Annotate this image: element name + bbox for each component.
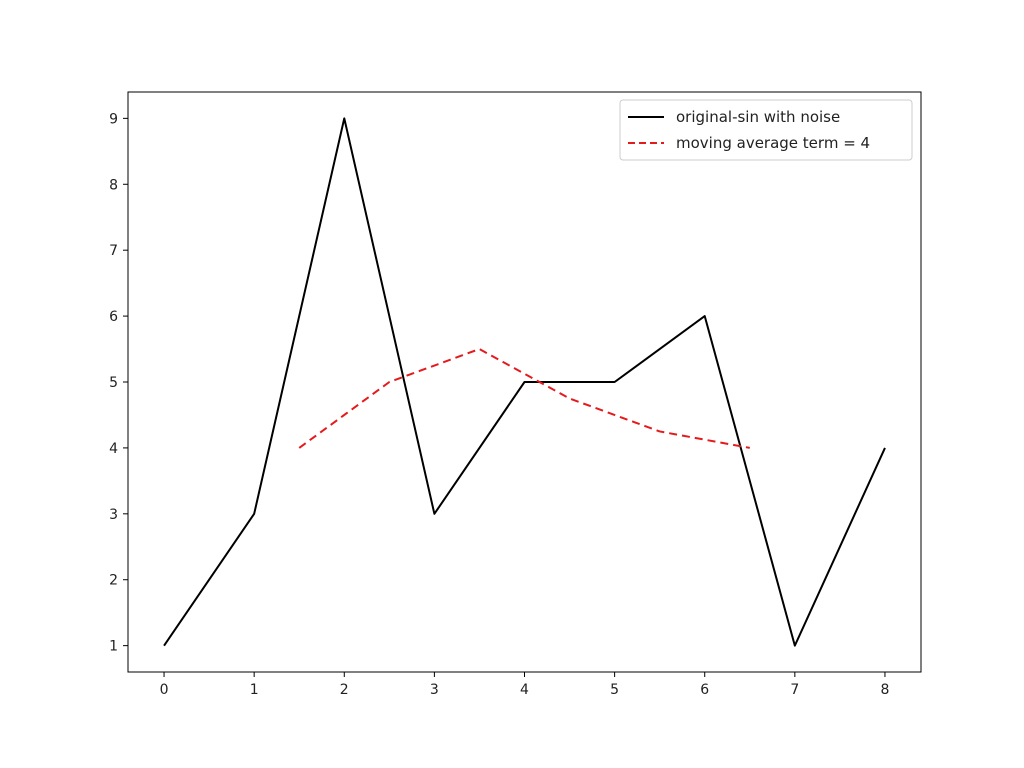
x-tick-label: 2 [340,682,349,698]
y-tick-label: 9 [109,111,118,127]
x-tick-label: 7 [790,682,799,698]
series-layer [163,117,886,647]
y-tick-label: 6 [109,309,118,325]
y-tick-label: 8 [109,177,118,193]
x-tick-label: 6 [700,682,709,698]
series-line-moving-average [298,348,750,449]
y-tick-label: 3 [109,507,118,523]
x-tick-label: 5 [610,682,619,698]
x-tick-label: 0 [160,682,169,698]
y-tick-label: 1 [109,639,118,655]
y-tick-label: 4 [109,441,118,457]
y-tick-label: 2 [109,573,118,589]
legend-label-moving-average: moving average term = 4 [676,134,870,152]
y-tick-label: 5 [109,375,118,391]
legend: original-sin with noise moving average t… [619,99,913,161]
x-tick-label: 4 [520,682,529,698]
series-line-original [163,117,886,647]
y-axis: 1 2 3 4 5 6 7 8 9 [109,111,128,655]
x-tick-label: 8 [880,682,889,698]
y-tick-label: 7 [109,243,118,259]
legend-box [619,99,913,161]
x-tick-label: 3 [430,682,439,698]
legend-label-original: original-sin with noise [676,108,840,126]
x-axis: 0 1 2 3 4 5 6 7 8 [160,672,889,698]
x-tick-label: 1 [250,682,259,698]
